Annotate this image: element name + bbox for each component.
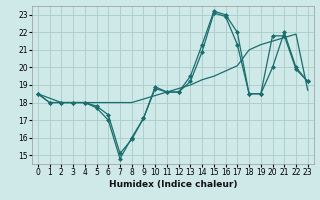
X-axis label: Humidex (Indice chaleur): Humidex (Indice chaleur)	[108, 180, 237, 189]
